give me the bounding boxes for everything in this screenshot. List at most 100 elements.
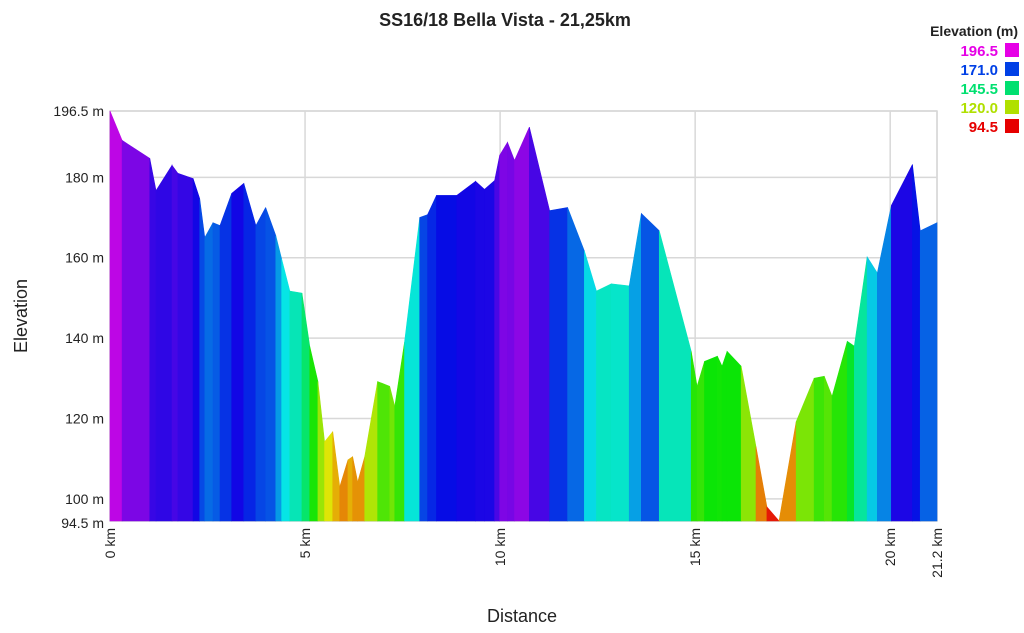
profile-segment <box>690 351 698 522</box>
profile-segment <box>499 141 508 522</box>
x-tick-label: 15 km <box>687 528 703 566</box>
y-tick-label: 100 m <box>65 491 104 507</box>
profile-segment <box>696 361 705 522</box>
profile-segment <box>610 283 630 522</box>
x-tick-label: 10 km <box>492 528 508 566</box>
profile-segment <box>265 207 277 522</box>
profile-segment <box>514 126 530 522</box>
x-axis-ticks: 0 km 5 km 10 km 15 km 20 km 21.2 km <box>102 528 945 578</box>
y-axis-ticks: 196.5 m 180 m 160 m 140 m 120 m 100 m 94.5 m <box>53 103 104 531</box>
profile-segment <box>204 222 214 522</box>
profile-segment <box>704 355 718 522</box>
legend-label: 145.5 <box>960 81 998 98</box>
y-tick-label: 140 m <box>65 330 104 346</box>
profile-segment <box>717 356 723 522</box>
profile-segment <box>289 290 303 522</box>
profile-segment <box>484 179 495 522</box>
profile-segment <box>199 198 206 522</box>
profile-segment <box>641 212 660 522</box>
x-tick-label: 21.2 km <box>929 528 945 578</box>
profile-segment <box>192 178 201 522</box>
legend-label: 120.0 <box>960 100 998 117</box>
profile-segment <box>584 250 597 522</box>
profile-segment <box>866 255 878 522</box>
legend-title: Elevation (m) <box>930 23 1018 39</box>
legend-swatch <box>1005 81 1019 95</box>
profile-segment <box>352 456 359 522</box>
profile-segment <box>155 164 173 522</box>
profile-segment <box>596 283 612 522</box>
profile-segment <box>912 164 921 522</box>
profile-segment <box>177 172 194 522</box>
x-tick-label: 0 km <box>102 528 118 558</box>
profile-segment <box>317 381 325 522</box>
profile-segment <box>347 456 353 522</box>
profile-segment <box>778 421 797 522</box>
profile-segment <box>231 182 245 522</box>
legend-label: 171.0 <box>960 62 998 79</box>
profile-segment <box>219 193 233 522</box>
x-axis-label: Distance <box>487 606 557 626</box>
profile-segment <box>494 155 501 522</box>
profile-segment <box>332 431 341 522</box>
profile-segment <box>436 195 458 522</box>
legend-swatch <box>1005 119 1019 133</box>
y-tick-label: 196.5 m <box>53 103 104 119</box>
profile-segment <box>628 213 642 522</box>
profile-segment <box>301 293 311 522</box>
profile-segment <box>658 230 692 522</box>
profile-segment <box>121 139 151 522</box>
profile-segment <box>364 381 378 522</box>
profile-segment <box>419 214 428 522</box>
profile-segment <box>795 378 815 522</box>
profile-segment <box>255 207 266 522</box>
y-tick-label: 120 m <box>65 411 104 427</box>
legend-label: 196.5 <box>960 43 998 60</box>
profile-segment <box>567 207 585 522</box>
profile-segment <box>813 375 825 522</box>
profile-segment <box>507 142 515 522</box>
legend-label: 94.5 <box>969 119 998 136</box>
profile-segment <box>404 217 421 522</box>
profile-segment <box>853 256 868 522</box>
profile-segment <box>766 506 780 522</box>
profile-segment <box>281 258 291 522</box>
profile-segment <box>726 350 742 522</box>
profile-segment <box>309 346 319 522</box>
profile-segment <box>891 164 913 522</box>
legend-swatch <box>1005 62 1019 76</box>
profile-segment <box>549 207 568 522</box>
profile-segment <box>394 342 405 522</box>
profile-segment <box>324 430 334 522</box>
profile-segment <box>475 180 485 522</box>
legend-swatch <box>1005 43 1019 57</box>
y-tick-label: 160 m <box>65 250 104 266</box>
chart-title: SS16/18 Bella Vista - 21,25km <box>379 10 631 30</box>
profile-segment <box>919 222 938 522</box>
profile-segment <box>427 195 437 522</box>
legend: Elevation (m) 196.5 171.0 145.5 120.0 94.5 <box>930 23 1019 136</box>
profile-segment <box>389 386 396 522</box>
y-tick-label: 94.5 m <box>61 515 104 531</box>
profile-segment <box>243 183 257 522</box>
legend-swatch <box>1005 100 1019 114</box>
profile-segment <box>212 222 221 522</box>
profile-segment <box>456 180 476 522</box>
profile-segment <box>339 459 349 522</box>
profile-segment <box>755 446 768 522</box>
profile-segment <box>275 235 282 522</box>
profile-segment <box>740 366 757 522</box>
y-tick-label: 180 m <box>65 169 104 185</box>
y-axis-label: Elevation <box>11 279 31 353</box>
profile-segment <box>377 381 390 522</box>
profile-segment <box>357 456 366 522</box>
profile-segment <box>846 340 855 522</box>
x-tick-label: 20 km <box>882 528 898 566</box>
profile-segment <box>823 376 833 522</box>
profile-segment <box>877 205 892 522</box>
profile-segment <box>721 351 728 522</box>
profile-segment <box>529 127 550 522</box>
profile-segment <box>171 164 179 522</box>
profile-area <box>109 110 938 522</box>
